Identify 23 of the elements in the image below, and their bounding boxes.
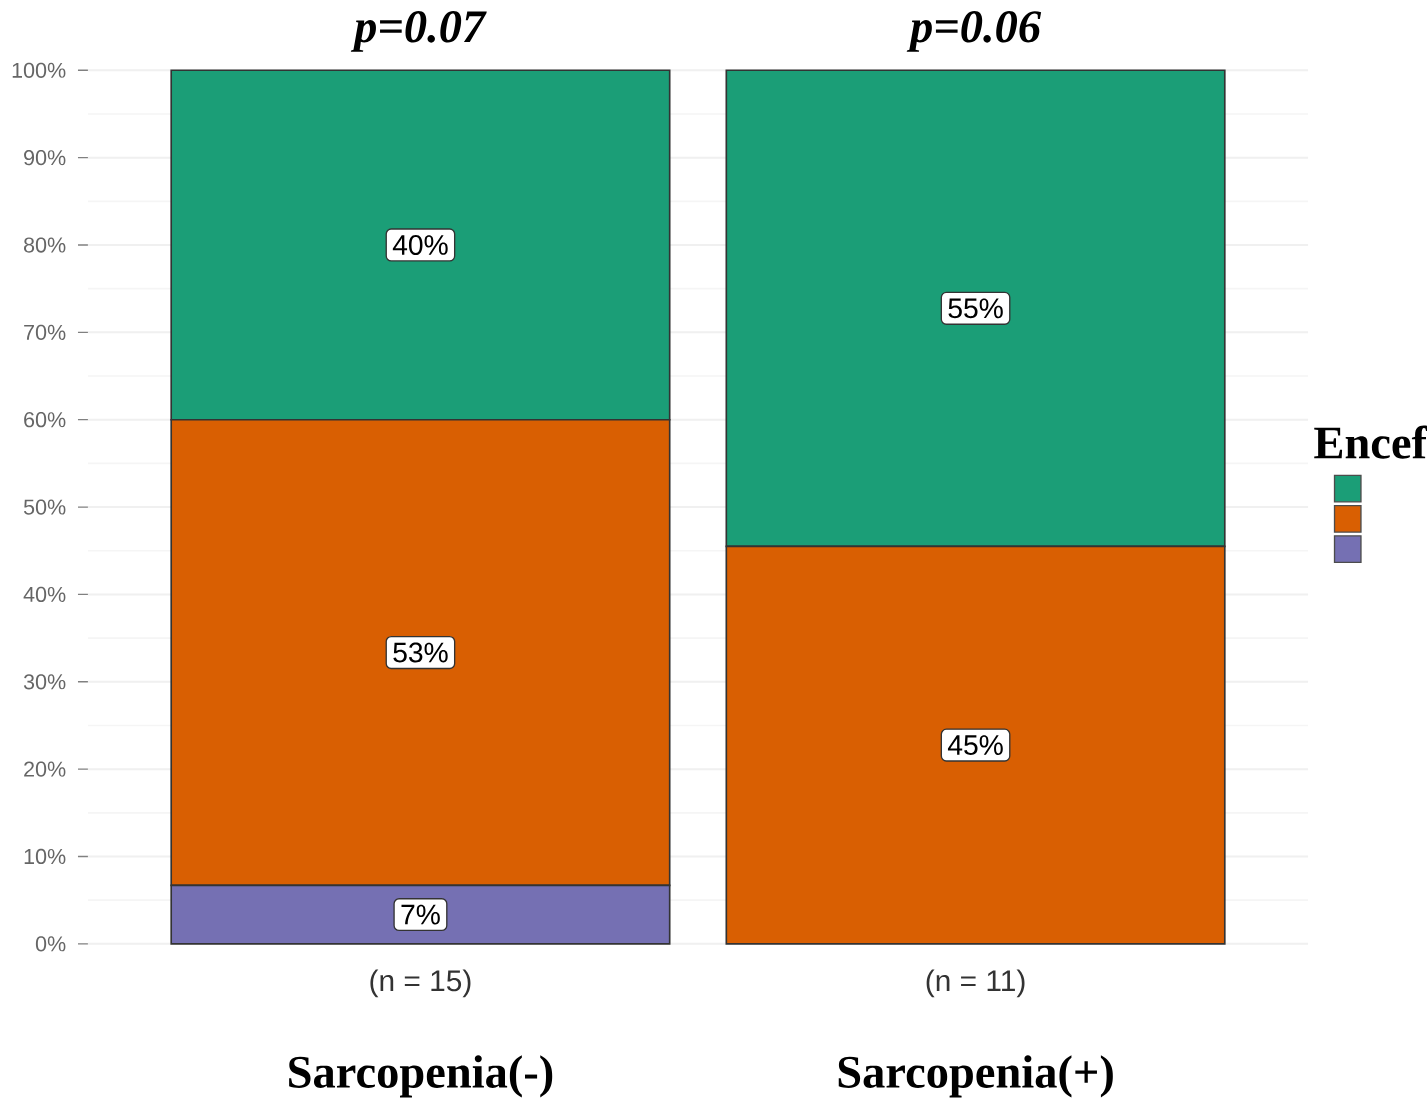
data-label: 55% [948,298,1003,319]
text: p=0.07 [350,10,487,52]
y-tick-label: 50% [23,499,66,515]
legend-title: Encef [1314,425,1427,459]
x-tick-label: Sarcopenia(+) [838,1054,1113,1098]
y-tick-label: 20% [24,761,66,777]
x-tick-label: Sarcopenia(-) [289,1054,553,1098]
text: p=0.06 [906,10,1042,52]
y-tick-label: 100% [12,62,66,78]
text: (n = 15) [370,969,471,998]
y-tick-label: 60% [24,411,66,428]
data-label: 45% [947,734,1003,755]
data-label: 53% [393,642,448,663]
data-label: 7% [401,904,440,925]
y-tick-label: 0% [35,936,66,952]
text: (n = 11) [926,969,1025,998]
y-tick-label: 70% [24,324,66,340]
y-tick-label: 10% [24,848,66,864]
data-label: 40% [392,234,448,255]
y-tick-label: 30% [23,673,66,690]
y-tick-label: 90% [24,149,66,166]
y-tick-label: 80% [24,237,66,253]
y-tick-label: 40% [23,586,66,602]
